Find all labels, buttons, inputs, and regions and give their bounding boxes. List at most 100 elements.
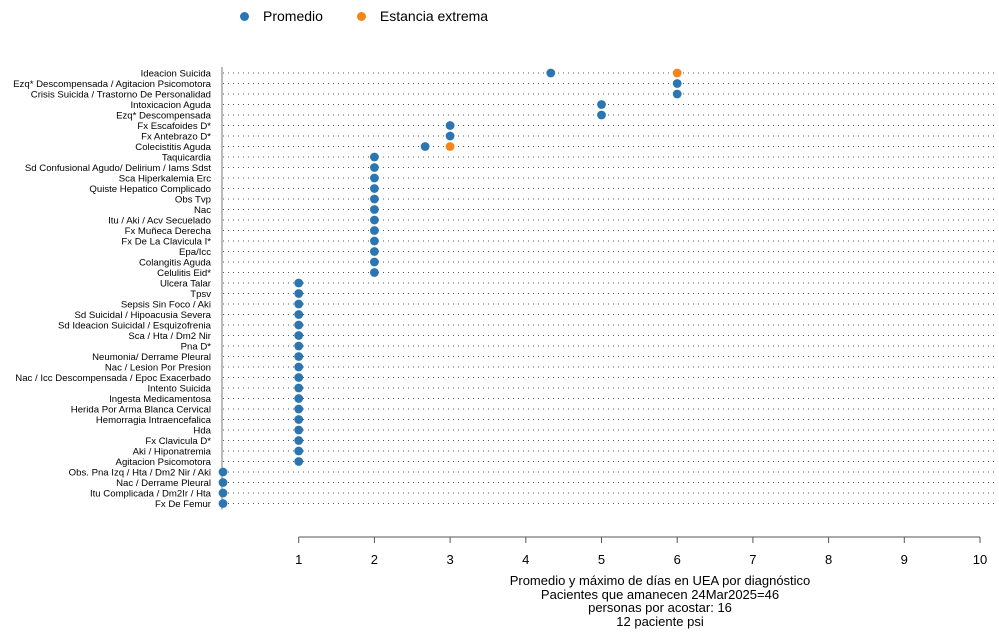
x-tick-label: 4: [522, 552, 529, 567]
x-tick-label: 8: [825, 552, 832, 567]
promedio-point: [218, 478, 228, 487]
promedio-point: [672, 89, 682, 99]
estancia-extrema-point: [445, 142, 455, 151]
x-tick-label: 6: [674, 552, 681, 567]
category-label: Sd Suicidal / Hipoacusia Severa: [74, 310, 211, 321]
category-label: Fx Clavicula D*: [145, 436, 211, 447]
promedio-point: [597, 100, 606, 109]
category-label: Itu Complicada / Dm2Ir / Hta: [90, 489, 212, 500]
category-label: Sca / Hta / Dm2 Nir: [128, 331, 211, 342]
promedio-point: [294, 320, 304, 330]
category-label: Fx Antebrazo D*: [141, 132, 211, 143]
category-label: Intento Suicida: [148, 384, 212, 395]
promedio-point: [370, 194, 379, 204]
category-label: Crisis Suicida / Trastorno De Personalid…: [31, 90, 211, 101]
promedio-point: [420, 142, 430, 151]
promedio-point: [294, 404, 304, 414]
category-label: Intoxicacion Aguda: [130, 100, 211, 111]
promedio-point: [370, 173, 379, 183]
promedio-point: [294, 436, 304, 445]
promedio-point: [294, 289, 304, 298]
caption-line-3: personas por acostar: 16: [588, 600, 732, 615]
category-label: Ezq* Descompensada / Agitacion Psicomoto…: [13, 79, 212, 90]
category-label: Tpsv: [190, 289, 211, 300]
category-label: Nac / Lesion Por Presion: [105, 363, 211, 374]
category-label: Sd Ideacion Suicidal / Esquizofrenia: [58, 321, 212, 332]
promedio-point: [672, 79, 682, 88]
promedio-point: [294, 299, 304, 309]
legend-swatch-promedio: [240, 11, 249, 21]
x-tick-label: 2: [371, 552, 378, 567]
category-label: Nac: [194, 205, 211, 216]
category-label: Epa/Icc: [179, 247, 211, 258]
legend-item-estancia-extrema[interactable]: Estancia extrema: [356, 8, 489, 24]
x-tick-label: 7: [749, 552, 756, 567]
promedio-point: [445, 131, 455, 141]
category-label: Hda: [193, 426, 211, 437]
category-label: Fx De La Clavicula I*: [121, 237, 211, 248]
promedio-point: [294, 373, 304, 382]
category-label: Fx Muñeca Derecha: [125, 226, 212, 237]
legend-label-estancia-extrema: Estancia extrema: [379, 8, 489, 24]
x-tick-label: 3: [446, 552, 453, 567]
category-label: Itu / Aki / Acv Secuelado: [108, 216, 211, 227]
category-label: Fx Escafoides D*: [137, 121, 211, 132]
category-label: Sepsis Sin Foco / Aki: [121, 300, 211, 311]
category-label: Hemorragia Intraencefalica: [96, 415, 212, 426]
category-label: Ezq* Descompensada: [116, 111, 212, 122]
estancia-extrema-point: [672, 68, 682, 78]
promedio-point: [294, 362, 304, 372]
category-label: Quiste Hepatico Complicado: [89, 184, 211, 195]
category-label: Agitacion Psicomotora: [116, 457, 212, 468]
promedio-point: [370, 163, 379, 172]
legend-item-promedio[interactable]: Promedio: [240, 8, 323, 24]
category-label: Ulcera Talar: [160, 279, 212, 290]
promedio-point: [370, 215, 379, 225]
category-label: Fx De Femur: [155, 499, 212, 510]
promedio-point: [370, 247, 379, 256]
category-label: Nac / Icc Descompensada / Epoc Exacerbad…: [15, 373, 211, 384]
category-label: Celulitis Eid*: [157, 268, 211, 279]
promedio-point: [294, 383, 304, 393]
promedio-point: [370, 226, 379, 235]
promedio-point: [370, 152, 379, 162]
x-tick-label: 1: [295, 552, 302, 567]
category-label: Ideacion Suicida: [141, 69, 212, 80]
promedio-point: [445, 121, 455, 130]
category-label: Herida Por Arma Blanca Cervical: [71, 405, 211, 416]
x-tick-label: 5: [598, 552, 605, 567]
promedio-point: [370, 184, 379, 193]
promedio-point: [294, 415, 304, 424]
promedio-point: [370, 268, 379, 277]
category-label: Sd Confusional Agudo/ Delirium / Iams Sd…: [25, 163, 211, 174]
category-label: Obs. Pna Izq / Hta / Dm2 Nir / Aki: [69, 468, 211, 479]
promedio-point: [294, 352, 304, 361]
promedio-point: [294, 310, 304, 319]
promedio-point: [294, 394, 304, 403]
legend-swatch-estancia-extrema: [356, 11, 366, 21]
category-label: Ingesta Medicamentosa: [109, 394, 212, 405]
category-label: Nac / Derrame Pleural: [116, 478, 211, 489]
promedio-point: [218, 499, 228, 508]
x-tick-label: 9: [901, 552, 908, 567]
promedio-point: [597, 110, 606, 120]
promedio-point: [294, 446, 304, 456]
category-label: Taquicardia: [162, 153, 212, 164]
category-label: Sca Hiperkalemia Erc: [119, 174, 211, 185]
category-label: Obs Tvp: [175, 195, 211, 206]
caption-line-1: Promedio y máximo de días en UEA por dia…: [509, 573, 811, 588]
caption-line-4: 12 paciente psi: [616, 613, 704, 629]
category-label: Colangitis Aguda: [139, 258, 212, 269]
x-tick-label: 10: [973, 552, 987, 567]
chart-caption: Promedio y máximo de días en UEA por dia…: [380, 574, 940, 628]
promedio-point: [370, 205, 379, 214]
caption-line-2: Pacientes que amanecen 24Mar2025=46: [540, 586, 780, 602]
promedio-point: [218, 488, 228, 498]
promedio-point: [294, 457, 304, 466]
legend: Promedio Estancia extrema: [240, 8, 488, 24]
category-label: Neumonia/ Derrame Pleural: [92, 352, 211, 363]
promedio-point: [294, 341, 304, 351]
promedio-point: [294, 331, 304, 340]
category-label: Pna D*: [181, 342, 212, 353]
